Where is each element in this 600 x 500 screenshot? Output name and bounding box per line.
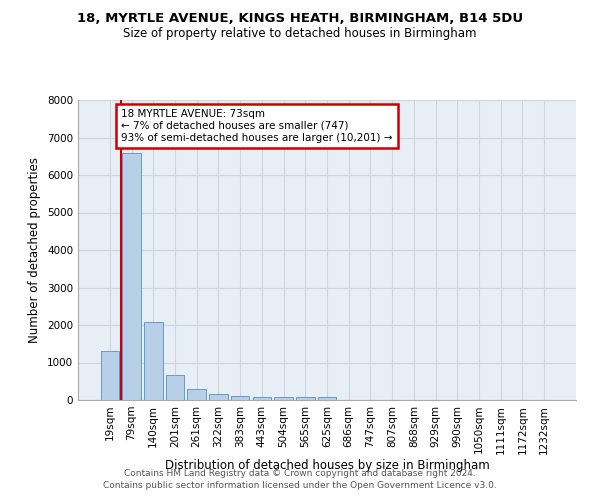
Bar [231, 396, 250, 400]
Bar [166, 375, 184, 400]
Text: 18, MYRTLE AVENUE, KINGS HEATH, BIRMINGHAM, B14 5DU: 18, MYRTLE AVENUE, KINGS HEATH, BIRMINGH… [77, 12, 523, 26]
Bar [209, 394, 227, 400]
Text: Contains HM Land Registry data © Crown copyright and database right 2024.: Contains HM Land Registry data © Crown c… [124, 468, 476, 477]
Bar [187, 389, 206, 400]
X-axis label: Distribution of detached houses by size in Birmingham: Distribution of detached houses by size … [164, 459, 490, 472]
Text: Contains public sector information licensed under the Open Government Licence v3: Contains public sector information licen… [103, 481, 497, 490]
Text: 18 MYRTLE AVENUE: 73sqm
← 7% of detached houses are smaller (747)
93% of semi-de: 18 MYRTLE AVENUE: 73sqm ← 7% of detached… [121, 110, 392, 142]
Bar [122, 152, 141, 400]
Bar [274, 398, 293, 400]
Bar [253, 397, 271, 400]
Bar [144, 322, 163, 400]
Y-axis label: Number of detached properties: Number of detached properties [28, 157, 41, 343]
Bar [296, 398, 314, 400]
Bar [318, 398, 336, 400]
Bar [101, 351, 119, 400]
Text: Size of property relative to detached houses in Birmingham: Size of property relative to detached ho… [123, 28, 477, 40]
